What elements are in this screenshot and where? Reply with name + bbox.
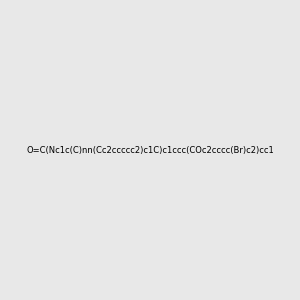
Text: O=C(Nc1c(C)nn(Cc2ccccc2)c1C)c1ccc(COc2cccc(Br)c2)cc1: O=C(Nc1c(C)nn(Cc2ccccc2)c1C)c1ccc(COc2cc… xyxy=(26,146,274,154)
